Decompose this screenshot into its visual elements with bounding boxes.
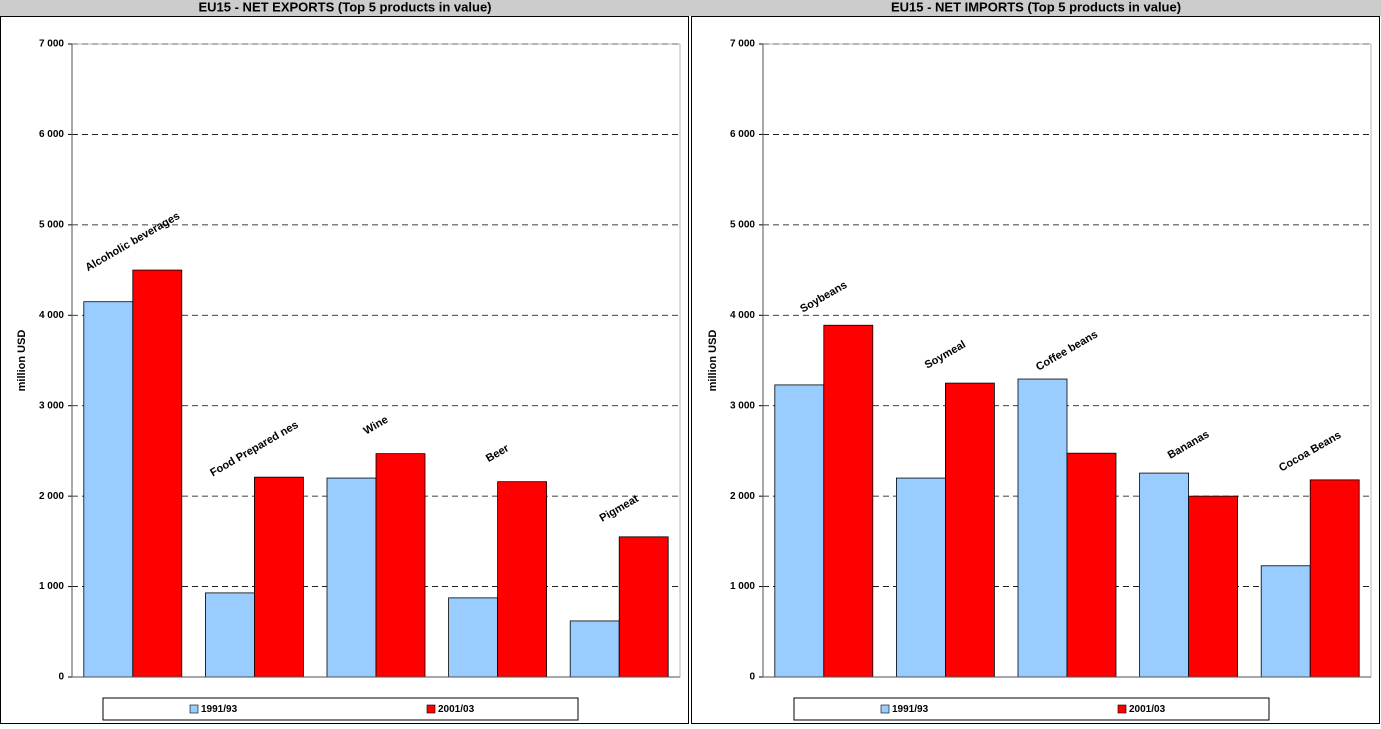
category-label: Alcoholic beverages: [83, 210, 182, 274]
bar: [618, 536, 669, 678]
bar: [497, 481, 548, 678]
y-axis-label: million USD: [16, 330, 28, 392]
y-tick-label: 2 000: [730, 491, 755, 502]
title-bar: [0, 0, 1381, 16]
y-tick-label: 0: [749, 672, 755, 683]
chart-title: EU15 - NET EXPORTS (Top 5 products in va…: [198, 0, 491, 14]
legend-label: 2001/03: [438, 704, 475, 715]
y-tick-label: 6 000: [730, 129, 755, 140]
legend-label: 1991/93: [892, 704, 929, 715]
bar: [448, 597, 499, 678]
category-label: Bananas: [1166, 428, 1212, 461]
legend-swatch: [1117, 704, 1127, 714]
y-tick-label: 7 000: [39, 39, 64, 50]
legend-swatch: [880, 704, 890, 714]
category-label: Soymeal: [923, 339, 968, 372]
y-tick-label: 3 000: [39, 400, 64, 411]
category-label: Beer: [484, 442, 512, 465]
chart-title: EU15 - NET IMPORTS (Top 5 products in va…: [891, 0, 1181, 14]
y-tick-label: 4 000: [730, 310, 755, 321]
y-axis-label: million USD: [707, 330, 719, 392]
bar: [132, 269, 183, 678]
bar: [945, 382, 995, 678]
legend-box: [102, 697, 579, 721]
y-tick-label: 5 000: [39, 219, 64, 230]
bar: [326, 477, 377, 678]
plot-frame: [71, 43, 681, 678]
bar: [1066, 452, 1117, 678]
bar: [569, 620, 620, 678]
bar: [1260, 565, 1311, 678]
category-label: Cocoa Beans: [1277, 429, 1343, 474]
legend-label: 2001/03: [1129, 704, 1166, 715]
bar: [1139, 472, 1189, 678]
bar: [1188, 495, 1238, 678]
bar: [1017, 378, 1068, 678]
category-label: Soybeans: [798, 279, 849, 315]
y-tick-label: 2 000: [39, 491, 64, 502]
y-tick-label: 5 000: [730, 219, 755, 230]
legend-box: [793, 697, 1270, 721]
category-label: Pigmeat: [598, 493, 641, 525]
bar: [375, 453, 426, 678]
legend-swatch: [189, 704, 199, 714]
y-tick-label: 3 000: [730, 400, 755, 411]
y-tick-label: 1 000: [39, 581, 64, 592]
legend-swatch: [426, 704, 436, 714]
bar: [896, 477, 946, 678]
legend-label: 1991/93: [201, 704, 238, 715]
bar: [823, 324, 874, 678]
y-tick-label: 4 000: [39, 310, 64, 321]
category-label: Wine: [362, 414, 391, 437]
bar: [83, 301, 134, 678]
bar: [253, 476, 304, 678]
y-tick-label: 1 000: [730, 581, 755, 592]
plot-frame: [762, 43, 1372, 678]
category-label: Coffee beans: [1034, 328, 1100, 373]
y-tick-label: 7 000: [730, 39, 755, 50]
bar: [1309, 479, 1360, 678]
y-tick-label: 6 000: [39, 129, 64, 140]
bar: [204, 592, 255, 678]
category-label: Food Prepared nes: [208, 419, 300, 479]
bar: [774, 384, 825, 678]
y-tick-label: 0: [58, 672, 64, 683]
